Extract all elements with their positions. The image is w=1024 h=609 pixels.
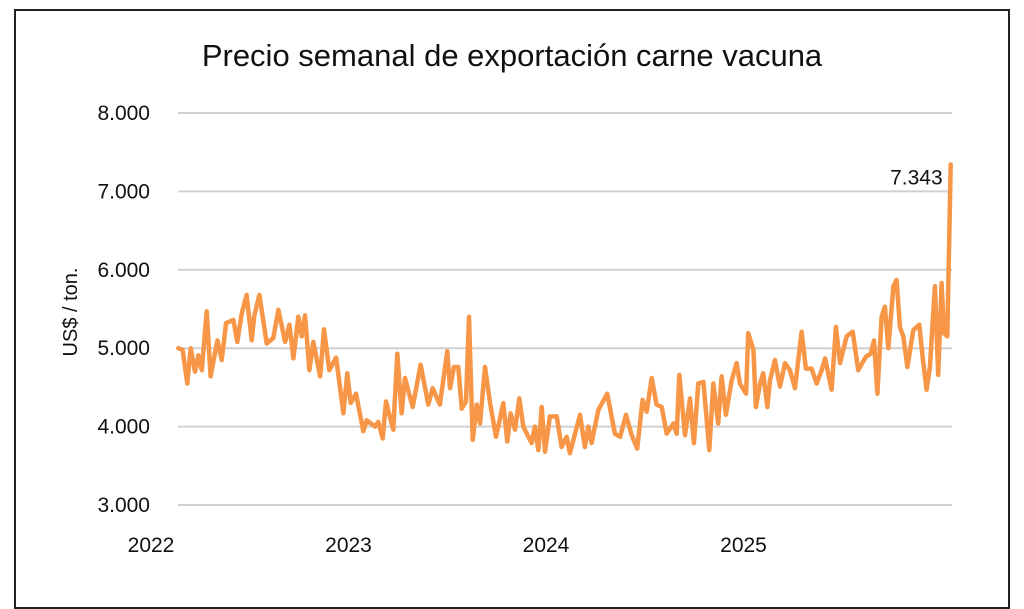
y-tick-label: 5.000 — [97, 337, 150, 360]
y-tick-label: 4.000 — [97, 416, 150, 439]
line-chart: Precio semanal de exportación carne vacu… — [60, 38, 953, 557]
y-tick-label: 3.000 — [97, 494, 150, 517]
y-tick-label: 7.000 — [97, 180, 150, 203]
y-tick-label: 6.000 — [97, 259, 150, 282]
x-tick-label: 2025 — [720, 534, 767, 557]
x-tick-label: 2022 — [128, 534, 175, 557]
data-label-last: 7.343 — [890, 167, 943, 190]
series-line — [176, 162, 953, 456]
x-tick-label: 2024 — [523, 534, 570, 557]
x-tick-label: 2023 — [325, 534, 372, 557]
y-axis-label: US$ / ton. — [60, 268, 82, 357]
y-tick-label: 8.000 — [97, 102, 150, 125]
chart-title: Precio semanal de exportación carne vacu… — [202, 38, 823, 73]
